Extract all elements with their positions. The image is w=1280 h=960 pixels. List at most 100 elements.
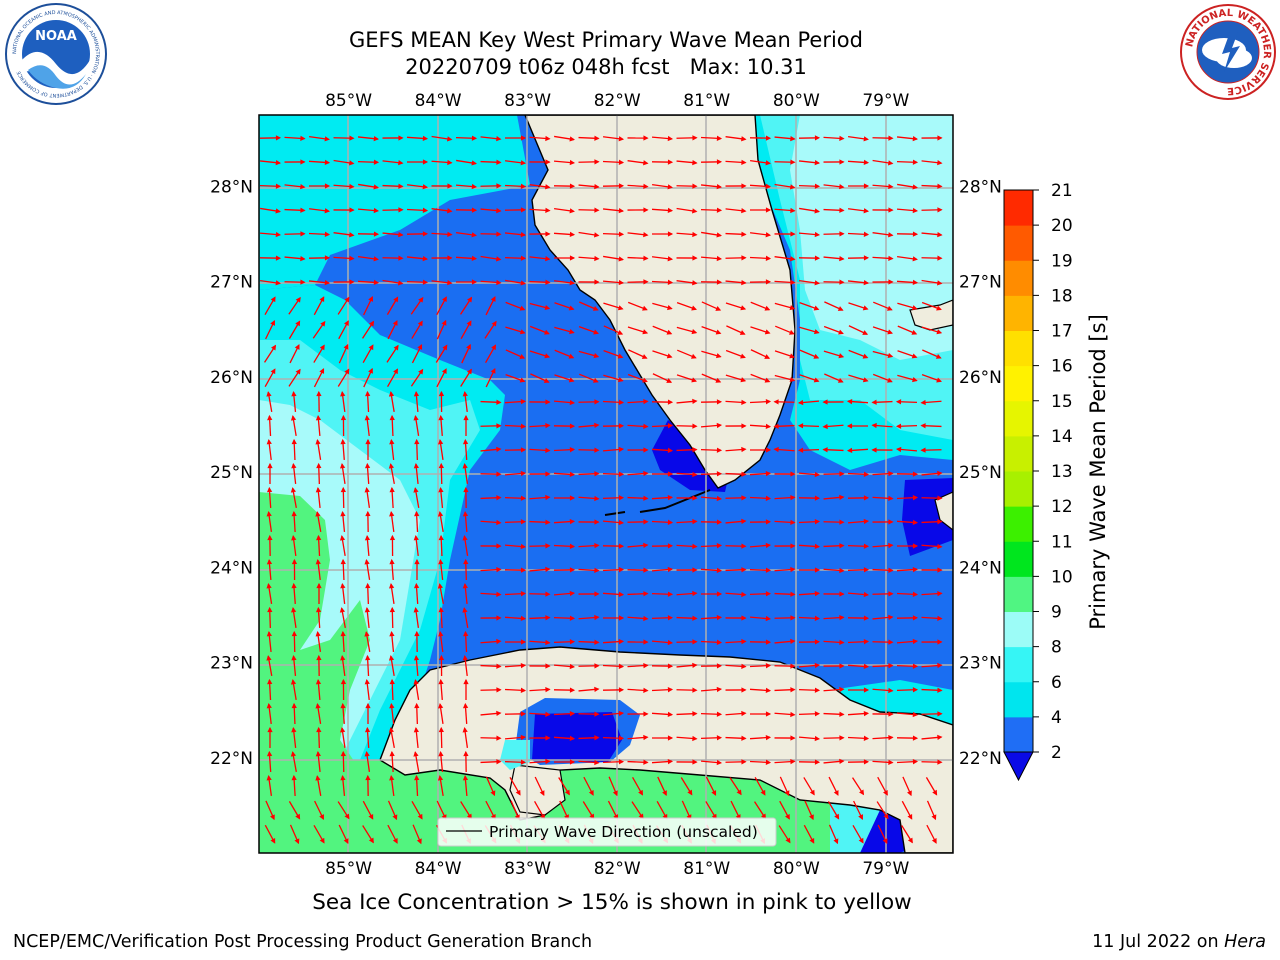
- wave-arrow-head: [863, 710, 870, 717]
- wave-arrow-head: [912, 159, 919, 165]
- wave-arrow-head: [692, 159, 698, 166]
- wave-arrow-head: [373, 279, 380, 286]
- wave-arrow-head: [438, 439, 444, 445]
- wave-arrow-head: [496, 519, 502, 526]
- wave-arrow-head: [765, 495, 772, 501]
- wave-arrow-head: [466, 320, 472, 327]
- wave-arrow-head: [736, 789, 742, 796]
- wave-arrow-head: [790, 711, 796, 718]
- colorbar-tick-label: 21: [1051, 181, 1073, 201]
- wave-arrow-head: [937, 591, 943, 597]
- wave-arrow-head: [643, 183, 649, 189]
- wave-arrow-head: [888, 759, 894, 765]
- wave-arrow-head: [667, 207, 674, 214]
- wave-arrow-head: [594, 495, 600, 502]
- colorbar-tick-label: 18: [1051, 286, 1073, 306]
- wave-arrow-head: [388, 655, 395, 661]
- colorbar-tick-label: 14: [1051, 427, 1073, 447]
- wave-arrow-head: [764, 329, 771, 335]
- wave-arrow-head: [320, 320, 326, 327]
- wave-arrow-head: [569, 136, 575, 142]
- footer-date: 11 Jul 2022 on Hera: [1092, 932, 1266, 952]
- wave-arrow-head: [814, 662, 821, 669]
- colorbar-tick-label: 6: [1051, 673, 1062, 693]
- wave-arrow-head: [863, 136, 869, 142]
- wave-arrow-head: [716, 422, 723, 429]
- wave-arrow-head: [266, 583, 272, 589]
- wave-arrow-head: [364, 678, 370, 685]
- wave-arrow-head: [765, 711, 772, 717]
- wave-arrow-head: [692, 590, 698, 597]
- wave-arrow-head: [839, 279, 845, 285]
- land-florida-keys: [604, 489, 711, 516]
- wave-arrow-head: [716, 591, 723, 597]
- wave-arrow-head: [790, 663, 796, 669]
- wave-arrow-head: [741, 759, 747, 765]
- wave-arrow-head: [471, 255, 478, 262]
- wave-arrow-head: [315, 511, 321, 517]
- wave-arrow-head: [438, 750, 444, 757]
- wave-arrow-head: [520, 543, 527, 550]
- wave-arrow-head: [667, 711, 674, 718]
- wave-arrow-head: [447, 255, 453, 261]
- wave-arrow-head: [594, 399, 600, 405]
- wave-arrow-head: [863, 543, 870, 549]
- land-isla-juventud: [509, 764, 566, 816]
- wave-arrow-head: [496, 735, 502, 741]
- wave-arrow-head: [790, 495, 796, 501]
- wave-arrow-head: [520, 734, 527, 741]
- lat-tick-label-right: 23°N: [959, 654, 1002, 674]
- wave-arrow-head: [667, 519, 674, 525]
- wave-arrow-head: [413, 390, 420, 397]
- wave-arrow-head: [935, 353, 942, 359]
- wave-arrow-head: [365, 438, 371, 445]
- wave-arrow-head: [887, 352, 894, 359]
- wave-arrow-head: [888, 567, 894, 573]
- wave-arrow-head: [369, 320, 375, 327]
- wave-arrow-head: [692, 615, 698, 621]
- wave-arrow-head: [643, 135, 649, 141]
- wave-arrow-head: [642, 305, 648, 311]
- wave-arrow-head: [267, 462, 273, 469]
- wave-arrow-head: [545, 711, 551, 717]
- wave-arrow-head: [937, 470, 943, 477]
- wave-arrow-head: [814, 183, 821, 189]
- chart-subtitle: 20220709 t06z 048h fcst Max: 10.31: [405, 55, 807, 79]
- wave-arrow-head: [266, 630, 272, 637]
- wave-arrow-head: [568, 377, 575, 383]
- noaa-logo-text: NOAA: [35, 29, 77, 44]
- wave-arrow-head: [593, 232, 600, 238]
- wave-arrow-head: [462, 390, 468, 397]
- lat-tick-label-left: 27°N: [210, 273, 253, 293]
- colorbar-segment: [1004, 576, 1033, 612]
- wave-arrow-head: [594, 663, 600, 669]
- wave-arrow-head: [519, 354, 526, 359]
- wave-arrow-head: [617, 330, 624, 335]
- wave-arrow-head: [618, 423, 625, 429]
- wave-arrow-head: [569, 759, 576, 765]
- wave-arrow-head: [643, 423, 649, 429]
- wave-arrow-head: [937, 160, 943, 166]
- wave-arrow-head: [888, 255, 894, 261]
- wave-arrow-head: [839, 231, 845, 237]
- wave-arrow-head: [618, 208, 625, 214]
- wave-arrow-head: [467, 296, 473, 303]
- wave-arrow-head: [594, 422, 600, 429]
- wave-arrow-head: [275, 255, 282, 261]
- wave-arrow-head: [344, 813, 350, 820]
- wave-arrow-head: [340, 678, 347, 685]
- wave-arrow-head: [667, 447, 674, 454]
- wave-arrow-head: [496, 759, 502, 765]
- wave-arrow-head: [839, 735, 845, 741]
- wave-arrow-head: [389, 510, 395, 517]
- wave-arrow-head: [839, 207, 845, 213]
- wave-arrow-head: [344, 320, 349, 327]
- wave-arrow-head: [838, 329, 844, 335]
- wave-arrow-head: [496, 710, 502, 717]
- wave-arrow-head: [463, 630, 469, 637]
- wave-arrow-head: [398, 207, 404, 213]
- wave-arrow-head: [920, 423, 926, 429]
- wave-arrow-head: [822, 423, 828, 430]
- wave-arrow-head: [666, 329, 673, 335]
- wave-arrow-head: [340, 654, 346, 661]
